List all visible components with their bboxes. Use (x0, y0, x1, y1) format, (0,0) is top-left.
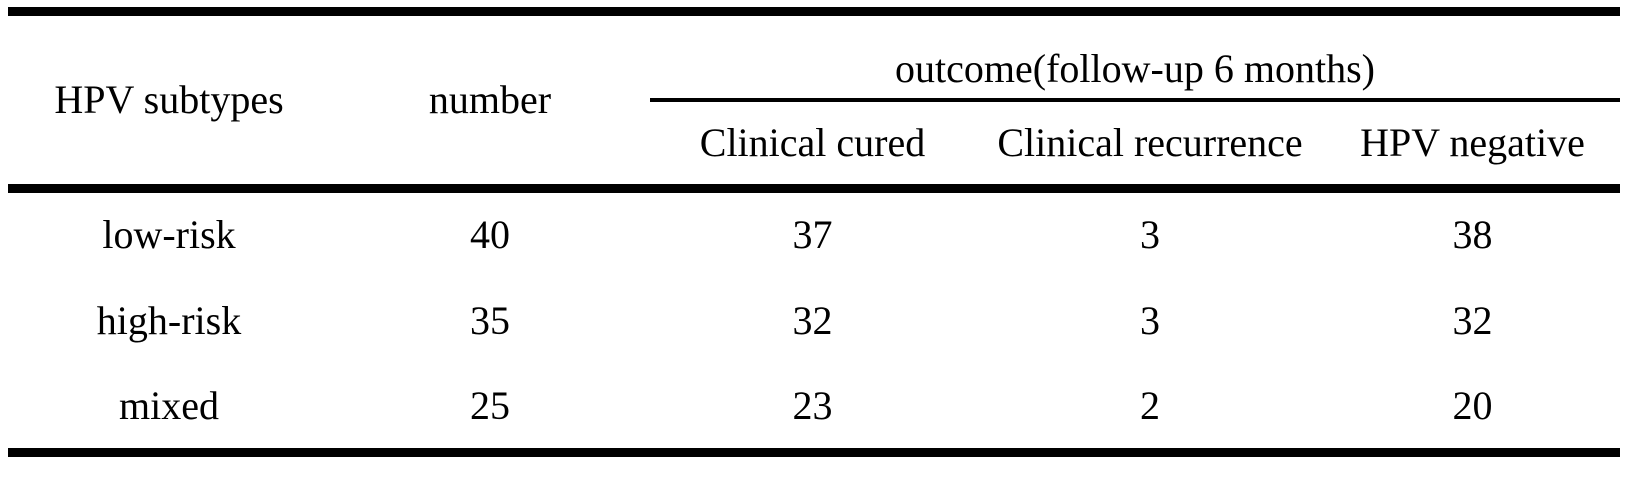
cell-number: 25 (470, 383, 510, 429)
row-label: high-risk (96, 297, 242, 343)
table-row-mixed: mixed 25 23 2 20 (8, 365, 1620, 453)
table-header-row-sub: Clinical cured Clinical recurrence HPV n… (8, 99, 1621, 193)
table-body: low-risk 40 37 3 38 high-risk 35 32 3 32… (8, 189, 1620, 453)
row-label: mixed (119, 383, 219, 429)
table-container: HPV subtypes number outcome(follow-up 6 … (8, 7, 1621, 457)
col-header-hpv-negative: HPV negative (1325, 99, 1621, 193)
table-header: HPV subtypes number outcome(follow-up 6 … (8, 11, 1621, 193)
col-header-number: number (330, 11, 650, 193)
cell-clinical-recurrence: 3 (1140, 297, 1160, 343)
table-header-row-group: HPV subtypes number outcome(follow-up 6 … (8, 11, 1621, 193)
cell-clinical-recurrence: 3 (1140, 211, 1160, 257)
col-header-outcome-group: outcome(follow-up 6 months) (650, 11, 1621, 102)
cell-hpv-negative: 38 (1452, 211, 1493, 257)
cell-clinical-cured: 23 (792, 383, 833, 429)
row-label: low-risk (102, 211, 236, 257)
table-row-high-risk: high-risk 35 32 3 32 (8, 277, 1620, 365)
cell-clinical-recurrence: 2 (1140, 383, 1160, 429)
table-row-low-risk: low-risk 40 37 3 38 (8, 189, 1620, 277)
cell-clinical-cured: 37 (792, 211, 833, 257)
cell-clinical-cured: 32 (792, 297, 833, 343)
cell-hpv-negative: 20 (1452, 383, 1493, 429)
cell-number: 40 (470, 211, 510, 257)
col-header-clinical-cured: Clinical cured (650, 99, 975, 193)
col-header-hpv-subtypes: HPV subtypes (8, 11, 330, 193)
cell-hpv-negative: 32 (1452, 297, 1493, 343)
col-header-clinical-recurrence: Clinical recurrence (975, 99, 1325, 193)
cell-number: 35 (470, 297, 510, 343)
hpv-outcome-table: HPV subtypes number outcome(follow-up 6 … (8, 7, 1621, 457)
